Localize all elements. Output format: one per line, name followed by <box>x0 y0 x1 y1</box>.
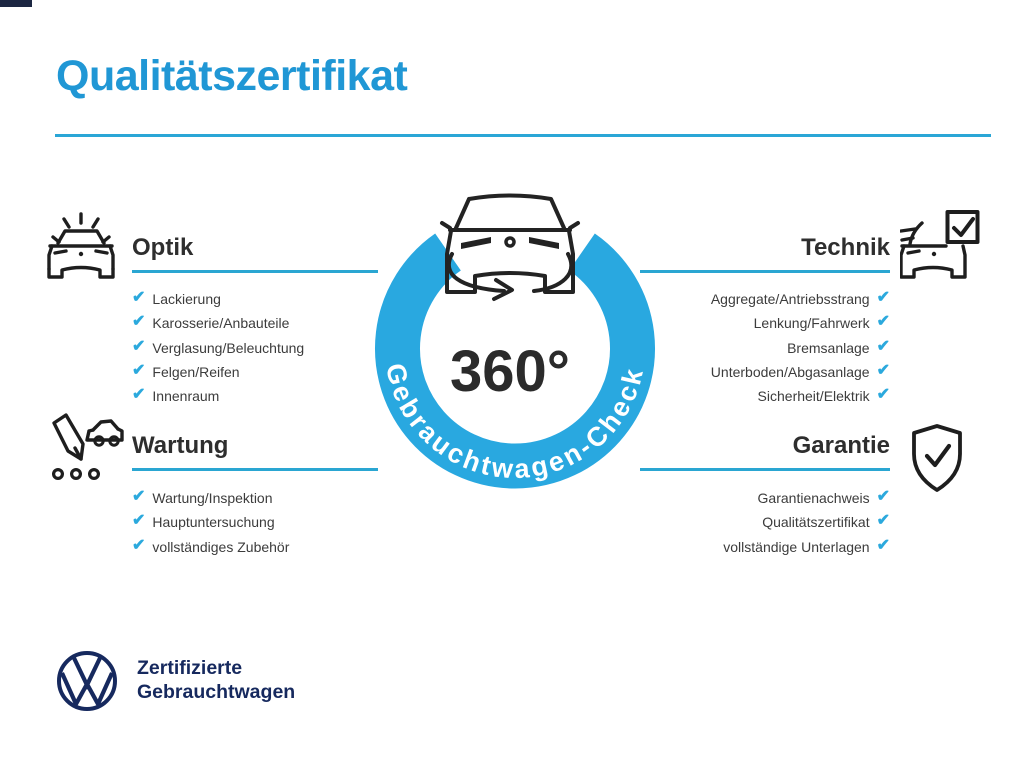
section-rule-optik <box>132 270 378 273</box>
page-title: Qualitätszertifikat <box>56 52 408 100</box>
list-item: ✔ Felgen/Reifen <box>132 360 412 384</box>
check-icon: ✔ <box>132 337 146 355</box>
list-item-label: vollständiges Zubehör <box>152 538 290 555</box>
list-item-label: Lackierung <box>152 291 221 308</box>
list-item: vollständige Unterlagen ✔ <box>540 535 890 559</box>
section-rule-wartung <box>132 468 378 471</box>
section-title-optik: Optik <box>132 234 194 261</box>
list-item: Unterboden/Abgasanlage ✔ <box>540 360 890 384</box>
list-item: Bremsanlage ✔ <box>540 336 890 360</box>
list-item-label: Karosserie/Anbauteile <box>152 315 290 332</box>
section-title-technik: Technik <box>801 234 890 261</box>
list-item: Garantienachweis ✔ <box>540 486 890 510</box>
list-item-label: Lenkung/Fahrwerk <box>753 315 870 332</box>
check-icon: ✔ <box>876 536 890 554</box>
list-item: Sicherheit/Elektrik ✔ <box>540 384 890 408</box>
list-item-label: Verglasung/Beleuchtung <box>152 339 305 356</box>
garantie-checklist: Garantienachweis ✔ Qualitätszertifikat ✔… <box>540 486 890 559</box>
list-item: ✔ vollständiges Zubehör <box>132 535 412 559</box>
list-item: ✔ Wartung/Inspektion <box>132 486 412 510</box>
section-rule-technik <box>640 270 890 273</box>
corner-mark <box>0 0 32 7</box>
list-item-label: Innenraum <box>152 388 220 405</box>
list-item-label: Bremsanlage <box>787 339 870 356</box>
section-title-garantie: Garantie <box>792 432 890 459</box>
list-item: Aggregate/Antriebsstrang ✔ <box>540 287 890 311</box>
check-icon: ✔ <box>132 313 146 331</box>
vw-logo <box>57 651 117 711</box>
list-item: Lenkung/Fahrwerk ✔ <box>540 311 890 335</box>
check-icon: ✔ <box>876 488 890 506</box>
check-icon: ✔ <box>876 512 890 530</box>
list-item-label: Unterboden/Abgasanlage <box>710 364 870 381</box>
check-icon: ✔ <box>132 512 146 530</box>
list-item-label: Wartung/Inspektion <box>152 490 273 507</box>
title-divider <box>55 134 991 137</box>
list-item: ✔ Lackierung <box>132 287 412 311</box>
technik-checklist: Aggregate/Antriebsstrang ✔ Lenkung/Fahrw… <box>540 287 890 408</box>
check-icon: ✔ <box>132 536 146 554</box>
list-item-label: Garantienachweis <box>757 490 870 507</box>
list-item-label: Sicherheit/Elektrik <box>757 388 870 405</box>
list-item: ✔ Karosserie/Anbauteile <box>132 311 412 335</box>
pencil-car-icon <box>52 413 124 480</box>
check-icon: ✔ <box>132 386 146 404</box>
car-checkbox-icon <box>900 210 980 279</box>
list-item-label: vollständige Unterlagen <box>723 538 870 555</box>
wartung-checklist: ✔ Wartung/Inspektion ✔ Hauptuntersuchung… <box>132 486 412 559</box>
section-rule-garantie <box>640 468 890 471</box>
list-item: ✔ Verglasung/Beleuchtung <box>132 336 412 360</box>
list-item-label: Hauptuntersuchung <box>152 514 275 531</box>
check-icon: ✔ <box>132 362 146 380</box>
check-icon: ✔ <box>132 289 146 307</box>
check-icon: ✔ <box>876 337 890 355</box>
list-item: ✔ Hauptuntersuchung <box>132 510 412 534</box>
list-item-label: Aggregate/Antriebsstrang <box>710 291 870 308</box>
footer-line-2: Gebrauchtwagen <box>137 680 296 703</box>
optik-checklist: ✔ Lackierung ✔ Karosserie/Anbauteile ✔ V… <box>132 287 412 408</box>
shield-check-icon <box>912 424 962 492</box>
list-item: Qualitätszertifikat ✔ <box>540 510 890 534</box>
check-icon: ✔ <box>876 289 890 307</box>
list-item-label: Felgen/Reifen <box>152 364 240 381</box>
check-icon: ✔ <box>132 488 146 506</box>
list-item-label: Qualitätszertifikat <box>762 514 870 531</box>
list-item: ✔ Innenraum <box>132 384 412 408</box>
check-icon: ✔ <box>876 386 890 404</box>
check-icon: ✔ <box>876 362 890 380</box>
check-icon: ✔ <box>876 313 890 331</box>
section-title-wartung: Wartung <box>132 432 229 459</box>
footer-brand-text: Zertifizierte Gebrauchtwagen <box>137 657 295 704</box>
footer-line-1: Zertifizierte <box>137 657 243 679</box>
car-rotation-icon <box>440 193 580 301</box>
shiny-car-icon <box>47 212 115 279</box>
